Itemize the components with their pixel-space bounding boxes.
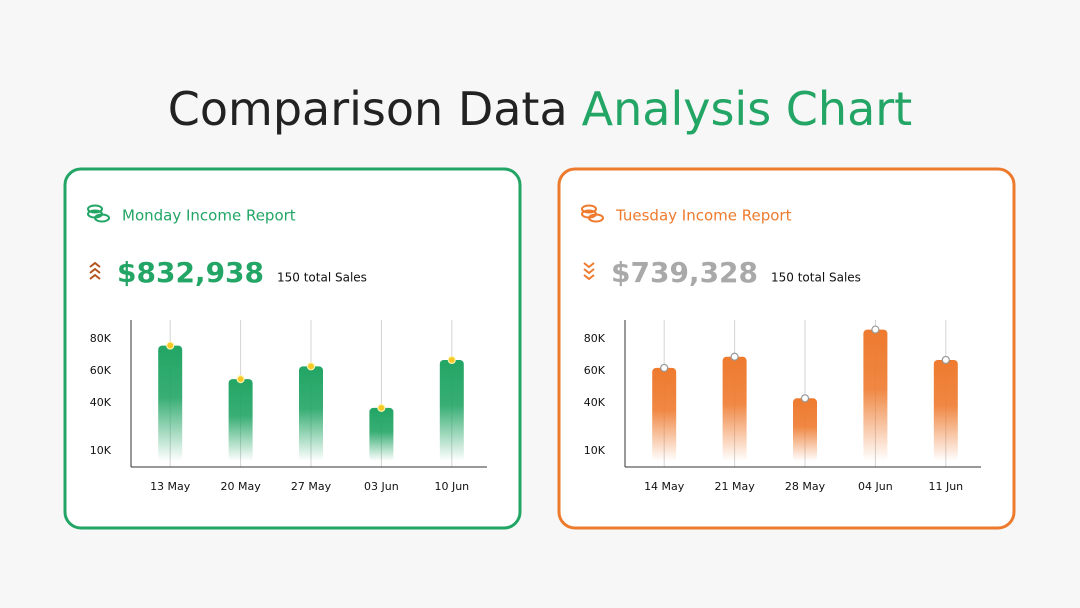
y-tick-label: 80K	[584, 332, 606, 345]
trend-icon	[583, 262, 595, 281]
x-tick-label: 27 May	[291, 480, 332, 493]
bar-marker	[660, 363, 669, 373]
bar	[933, 359, 958, 461]
card-title: Monday Income Report	[122, 207, 296, 225]
headline-value: $832,938	[117, 256, 264, 289]
page-title: Comparison Data Analysis Chart	[168, 82, 912, 136]
bar	[652, 367, 677, 461]
y-tick-label: 10K	[90, 444, 112, 457]
x-tick-label: 11 Jun	[928, 480, 963, 493]
chevron	[89, 267, 101, 274]
card-title: Tuesday Income Report	[615, 207, 792, 225]
coin	[87, 204, 103, 214]
x-tick-label: 14 May	[644, 480, 685, 493]
bar-marker	[236, 375, 245, 384]
x-tick-label: 03 Jun	[364, 480, 399, 493]
y-tick-label: 10K	[584, 444, 606, 457]
headline-subtitle: 150 total Sales	[771, 271, 861, 285]
chevron	[89, 261, 101, 268]
trend-icon	[89, 261, 101, 280]
coin-icon	[581, 204, 604, 223]
headline-value: $739,328	[611, 256, 758, 289]
x-tick-label: 13 May	[150, 480, 191, 493]
x-tick-label: 21 May	[714, 480, 755, 493]
y-tick-label: 60K	[584, 364, 606, 377]
bar	[722, 356, 747, 461]
chevron	[583, 274, 595, 281]
chevron	[583, 262, 595, 269]
x-tick-label: 04 Jun	[858, 480, 893, 493]
bar	[793, 398, 817, 461]
y-tick-label: 60K	[90, 364, 112, 377]
bar-marker	[941, 355, 950, 365]
coin-icon	[87, 204, 110, 223]
title-highlight: Analysis Chart	[582, 82, 913, 136]
coin	[581, 204, 597, 214]
bar-marker	[447, 355, 456, 365]
chevron	[583, 268, 595, 275]
headline-subtitle: 150 total Sales	[277, 271, 367, 285]
bar-marker	[871, 325, 880, 334]
bar-marker	[166, 341, 175, 350]
bar	[299, 366, 323, 461]
x-tick-label: 28 May	[785, 480, 826, 493]
y-tick-label: 80K	[90, 332, 112, 345]
title-main: Comparison Data	[168, 82, 568, 136]
bar-marker	[800, 394, 810, 403]
y-tick-label: 40K	[584, 396, 606, 409]
x-tick-label: 10 Jun	[434, 480, 469, 493]
chevron	[89, 273, 101, 280]
bar	[369, 407, 394, 461]
bar	[228, 379, 253, 461]
bar	[863, 329, 888, 461]
bar-marker	[730, 352, 739, 361]
coin	[94, 213, 110, 223]
x-tick-label: 20 May	[220, 480, 261, 493]
bar-marker	[377, 403, 386, 412]
coin	[588, 213, 604, 223]
bar	[439, 359, 464, 461]
bar-marker	[306, 362, 316, 371]
bar	[158, 345, 183, 461]
y-tick-label: 40K	[90, 396, 112, 409]
